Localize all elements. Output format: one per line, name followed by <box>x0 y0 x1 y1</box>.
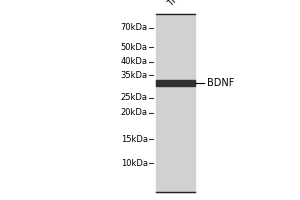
Text: 20kDa: 20kDa <box>121 108 148 117</box>
Text: 50kDa: 50kDa <box>121 43 148 51</box>
Text: 40kDa: 40kDa <box>121 58 148 66</box>
Text: 70kDa: 70kDa <box>121 23 148 32</box>
Bar <box>156 80 195 86</box>
Text: 25kDa: 25kDa <box>121 94 148 102</box>
Text: 10kDa: 10kDa <box>121 158 148 167</box>
Text: 35kDa: 35kDa <box>121 71 148 79</box>
Bar <box>156 14 195 192</box>
Text: 15kDa: 15kDa <box>121 134 148 144</box>
Text: BDNF: BDNF <box>207 78 234 88</box>
Text: THP-1: THP-1 <box>166 0 191 8</box>
